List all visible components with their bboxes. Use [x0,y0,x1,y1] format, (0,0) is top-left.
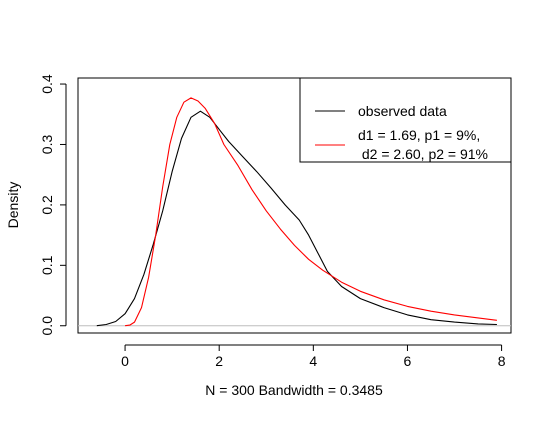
series-fitted-line [125,97,497,327]
x-tick-label: 8 [498,353,506,369]
legend-box [299,77,512,163]
x-tick-label: 2 [215,353,223,369]
y-tick-label: 0.1 [39,255,55,275]
y-tick-label: 0.0 [39,316,55,336]
legend: observed data d1 = 1.69, p1 = 9%, d2 = 2… [299,77,512,163]
y-tick-label: 0.2 [39,195,55,215]
y-tick-label: 0.3 [39,135,55,155]
series-observed-line [96,110,497,327]
x-tick-label: 0 [121,353,129,369]
x-tick-label: 6 [404,353,412,369]
series-layer [96,97,497,327]
axes: 0 2 4 6 8 0.0 0.1 0.2 0.3 0.4 [39,74,511,369]
legend-label-observed: observed data [358,103,447,119]
y-tick-label: 0.4 [39,74,55,94]
x-axis-label: N = 300 Bandwidth = 0.3485 [205,382,383,398]
y-axis-label: Density [5,182,21,229]
legend-label-fitted-line2: d2 = 2.60, p2 = 91% [358,146,488,162]
plot-box [77,77,512,334]
x-tick-label: 4 [309,353,317,369]
legend-label-fitted-line1: d1 = 1.69, p1 = 9%, [358,127,480,143]
